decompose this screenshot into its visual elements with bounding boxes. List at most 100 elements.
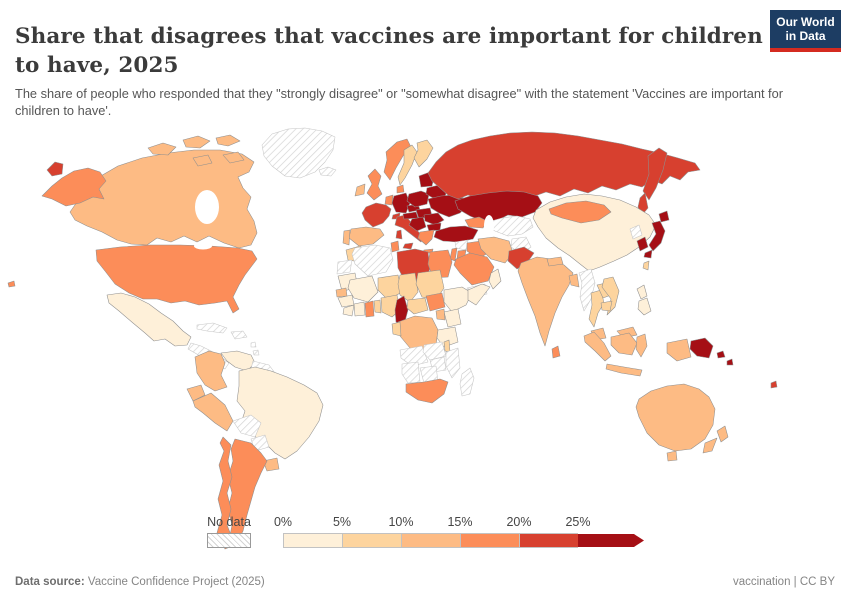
country-turkey[interactable] bbox=[433, 225, 479, 243]
country-poland[interactable] bbox=[406, 190, 430, 208]
country-ivory-coast[interactable] bbox=[353, 301, 366, 317]
country-mexico[interactable] bbox=[106, 292, 192, 347]
country-spain[interactable] bbox=[348, 226, 385, 247]
country-canada[interactable] bbox=[69, 149, 258, 249]
country-namibia[interactable] bbox=[401, 361, 421, 384]
country-sicily[interactable] bbox=[402, 242, 414, 250]
country-hawaii[interactable] bbox=[7, 280, 16, 288]
country-western-sahara[interactable] bbox=[336, 259, 353, 275]
country-central-african-republic[interactable] bbox=[406, 297, 429, 315]
country-saudi-arabia[interactable] bbox=[453, 252, 495, 286]
country-japan[interactable] bbox=[643, 249, 653, 259]
country-chile[interactable] bbox=[216, 436, 236, 550]
country-sri-lanka[interactable] bbox=[551, 345, 561, 359]
country-papua-new-guinea[interactable] bbox=[689, 337, 714, 359]
country-antilles[interactable] bbox=[250, 341, 257, 348]
country-taiwan[interactable] bbox=[642, 260, 650, 271]
legend-bin-0-5[interactable] bbox=[283, 533, 342, 548]
country-antilles[interactable] bbox=[252, 349, 260, 356]
country-indonesia[interactable] bbox=[605, 363, 643, 377]
country-zambia[interactable] bbox=[422, 341, 447, 361]
country-madagascar[interactable] bbox=[459, 367, 475, 397]
country-japan[interactable] bbox=[648, 220, 666, 252]
country-new-zealand[interactable] bbox=[716, 425, 729, 443]
country-bolivia[interactable] bbox=[232, 414, 262, 438]
country-portugal[interactable] bbox=[342, 229, 351, 246]
country-kazakhstan[interactable] bbox=[454, 190, 543, 223]
legend-bin-5-10[interactable] bbox=[342, 533, 401, 548]
country-senegal[interactable] bbox=[335, 287, 348, 298]
country-somalia[interactable] bbox=[467, 283, 491, 306]
country-mongolia[interactable] bbox=[548, 200, 612, 224]
legend-bin-10-15[interactable] bbox=[401, 533, 460, 548]
country-indonesia[interactable] bbox=[583, 331, 612, 362]
country-tasmania[interactable] bbox=[666, 450, 678, 462]
country-united-kingdom[interactable] bbox=[366, 168, 383, 201]
country-vietnam[interactable] bbox=[601, 276, 620, 316]
country-south-africa[interactable] bbox=[405, 378, 449, 404]
country-oman[interactable] bbox=[488, 268, 502, 290]
country-finland[interactable] bbox=[413, 139, 434, 168]
country-bangladesh[interactable] bbox=[568, 273, 580, 288]
country-myanmar[interactable] bbox=[578, 268, 596, 312]
legend-bin-20-25[interactable] bbox=[519, 533, 578, 548]
country-tunisia[interactable] bbox=[390, 240, 400, 253]
country-brazil[interactable] bbox=[236, 366, 324, 460]
country-solomon-islands[interactable] bbox=[716, 350, 726, 359]
country-sardinia[interactable] bbox=[395, 229, 403, 240]
country-indonesia[interactable] bbox=[666, 338, 692, 362]
country-serbia-balkans[interactable] bbox=[408, 216, 427, 232]
country-venezuela[interactable] bbox=[220, 350, 256, 372]
country-mozambique[interactable] bbox=[445, 347, 461, 379]
country-cuba[interactable] bbox=[196, 322, 228, 334]
country-canada-arctic[interactable] bbox=[182, 135, 211, 149]
country-greece[interactable] bbox=[417, 229, 435, 246]
country-south-sudan[interactable] bbox=[425, 292, 446, 312]
country-india[interactable] bbox=[517, 256, 574, 347]
country-indonesia[interactable] bbox=[635, 333, 648, 358]
country-ireland[interactable] bbox=[354, 183, 366, 197]
country-benelux[interactable] bbox=[384, 194, 394, 206]
country-solomon-islands[interactable] bbox=[726, 358, 734, 366]
country-canada-arctic[interactable] bbox=[147, 142, 177, 156]
country-denmark[interactable] bbox=[396, 184, 405, 194]
country-israel-lebanon[interactable] bbox=[449, 247, 458, 262]
country-hispaniola[interactable] bbox=[230, 330, 248, 340]
country-algeria[interactable] bbox=[351, 244, 394, 277]
country-colombia[interactable] bbox=[194, 350, 228, 392]
country-germany[interactable] bbox=[391, 192, 411, 214]
owid-logo[interactable]: Our World in Data bbox=[770, 10, 841, 52]
country-nepal[interactable] bbox=[546, 256, 564, 267]
country-gabon[interactable] bbox=[391, 321, 402, 337]
country-ecuador[interactable] bbox=[186, 384, 206, 402]
country-canada-arctic[interactable] bbox=[222, 151, 245, 164]
country-iceland[interactable] bbox=[318, 166, 337, 177]
country-cambodia[interactable] bbox=[600, 300, 613, 312]
country-canada-arctic[interactable] bbox=[192, 154, 213, 167]
country-ethiopia[interactable] bbox=[443, 286, 473, 313]
country-indonesia[interactable] bbox=[610, 332, 638, 356]
country-kamchatka[interactable] bbox=[642, 147, 668, 201]
country-ghana[interactable] bbox=[364, 300, 375, 318]
country-australia[interactable] bbox=[635, 383, 716, 452]
legend-bin-25-plus[interactable] bbox=[578, 533, 644, 548]
country-alaska[interactable] bbox=[41, 167, 107, 207]
country-usa[interactable] bbox=[95, 244, 258, 314]
country-benin[interactable] bbox=[373, 299, 382, 314]
country-canada-arctic[interactable] bbox=[215, 134, 241, 147]
country-romania[interactable] bbox=[423, 212, 445, 226]
country-new-zealand[interactable] bbox=[702, 437, 718, 454]
country-greenland[interactable] bbox=[261, 127, 336, 179]
country-peru[interactable] bbox=[192, 392, 234, 432]
country-uganda[interactable] bbox=[435, 308, 446, 321]
legend-no-data-swatch[interactable] bbox=[207, 533, 251, 548]
country-france[interactable] bbox=[361, 202, 392, 228]
country-liberia[interactable] bbox=[342, 304, 355, 317]
country-japan[interactable] bbox=[658, 210, 670, 223]
country-norway[interactable] bbox=[383, 138, 412, 181]
country-fiji[interactable] bbox=[770, 380, 778, 389]
country-philippines[interactable] bbox=[637, 297, 652, 316]
country-north-korea[interactable] bbox=[629, 224, 643, 240]
country-south-korea[interactable] bbox=[636, 236, 649, 252]
legend-bin-15-20[interactable] bbox=[460, 533, 519, 548]
